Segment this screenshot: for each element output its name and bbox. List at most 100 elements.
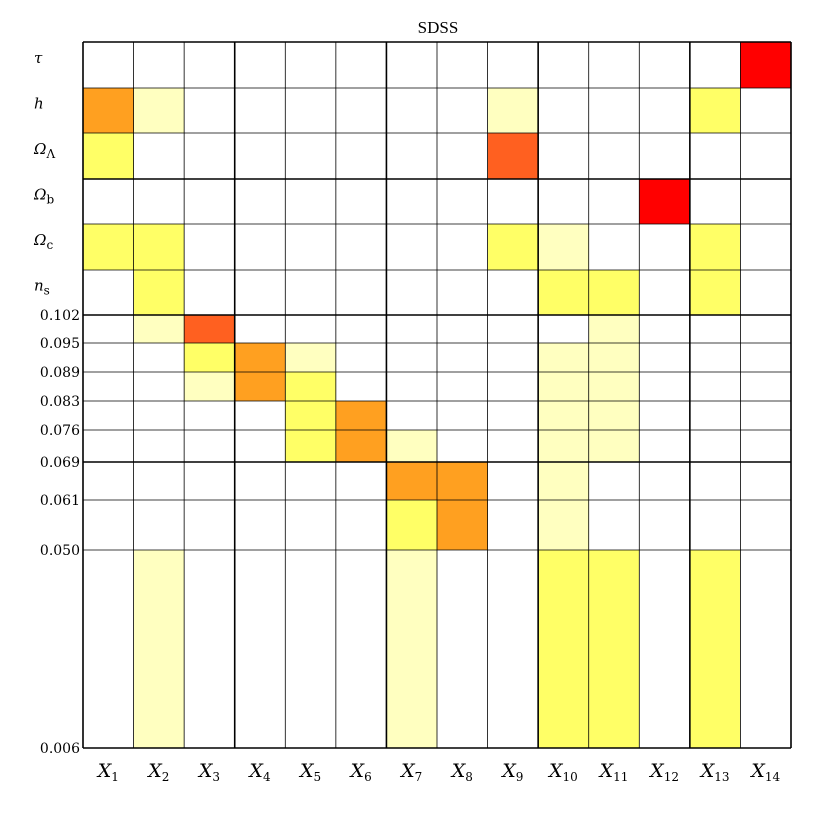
chart-title: SDSS	[418, 18, 459, 37]
heatmap-cell	[335, 401, 387, 430]
heatmap-cell	[487, 372, 539, 401]
heatmap-cell	[689, 343, 741, 372]
heatmap-cell	[184, 372, 235, 401]
heatmap-cell	[588, 179, 640, 224]
y-axis-tick-label: 0.089	[40, 365, 80, 381]
y-axis-tick-label: 0.102	[40, 308, 80, 324]
heatmap-cell	[689, 500, 741, 550]
heatmap-cell	[285, 372, 336, 401]
heatmap-cell	[234, 550, 286, 748]
heatmap-cell	[184, 550, 235, 748]
heatmap-cell	[184, 500, 235, 550]
heatmap-cell	[83, 430, 134, 462]
heatmap-cell	[689, 270, 741, 315]
heatmap-cell	[740, 430, 791, 462]
heatmap-cell	[386, 133, 437, 179]
heatmap-cell	[133, 133, 185, 179]
x-axis-tick-label: X13	[699, 760, 730, 784]
y-axis-labels: τ h ΩΛ Ωb Ωc ns 0.102 0.095 0.089 0.083 0.076 0.069…	[33, 49, 80, 757]
heatmap-cell	[740, 179, 791, 224]
heatmap-cell	[386, 179, 437, 224]
heatmap-cell	[740, 343, 791, 372]
heatmap-cell	[639, 401, 690, 430]
x-axis-tick-label: X8	[450, 760, 473, 784]
y-axis-tick-label: 0.095	[40, 336, 80, 352]
heatmap-cell	[184, 430, 235, 462]
heatmap-cell	[386, 42, 437, 88]
heatmap-cell	[285, 462, 336, 500]
y-axis-tick-label: 0.083	[40, 394, 80, 410]
heatmap-cell	[234, 315, 286, 343]
heatmap-cell	[689, 430, 741, 462]
heatmap-cell	[335, 500, 387, 550]
heatmap-cell	[184, 224, 235, 270]
heatmap-cell	[83, 401, 134, 430]
heatmap-cell	[740, 88, 791, 133]
heatmap-cell	[133, 42, 185, 88]
heatmap-cell	[386, 343, 437, 372]
heatmap-cell	[83, 270, 134, 315]
heatmap-cell	[538, 270, 589, 315]
heatmap-cell	[234, 372, 286, 401]
heatmap-cell	[184, 88, 235, 133]
heatmap-cell	[740, 133, 791, 179]
heatmap-cell	[184, 401, 235, 430]
heatmap-cell	[588, 42, 640, 88]
heatmap-cell	[83, 133, 134, 179]
heatmap-cell	[740, 401, 791, 430]
heatmap-cell	[639, 315, 690, 343]
x-axis-tick-label: X14	[749, 760, 780, 784]
heatmap-cell	[639, 430, 690, 462]
x-axis-labels: X1 X2 X3 X4 X5 X6 X7 X8 X9 X10 X11 X12 X13 X14	[96, 760, 781, 784]
x-axis-tick-label: X2	[146, 760, 169, 784]
heatmap-cell	[83, 42, 134, 88]
heatmap-cell	[639, 462, 690, 500]
heatmap-cell	[487, 42, 539, 88]
heatmap-cell	[538, 315, 589, 343]
heatmap-cell	[689, 550, 741, 748]
heatmap-cell	[133, 500, 185, 550]
heatmap-cell	[285, 42, 336, 88]
heatmap-cell	[234, 88, 286, 133]
heatmap-cell	[588, 462, 640, 500]
heatmap-cell	[639, 133, 690, 179]
y-axis-tick-label: 0.061	[40, 493, 80, 509]
heatmap-cell	[83, 500, 134, 550]
heatmap-cell	[83, 343, 134, 372]
heatmap-cell	[588, 430, 640, 462]
heatmap-cell	[538, 550, 589, 748]
heatmap-cell	[133, 550, 185, 748]
heatmap-cell	[487, 462, 539, 500]
heatmap-cell	[184, 42, 235, 88]
heatmap-cell	[335, 550, 387, 748]
heatmap-cell	[437, 430, 488, 462]
heatmap-cell	[133, 430, 185, 462]
heatmap-cell	[386, 550, 437, 748]
heatmap-cell	[133, 462, 185, 500]
heatmap-cell	[487, 430, 539, 462]
heatmap-cell	[285, 430, 336, 462]
heatmap-cell	[285, 500, 336, 550]
heatmap-cell	[689, 133, 741, 179]
heatmap-cell	[184, 343, 235, 372]
heatmap-cell	[740, 42, 791, 88]
heatmap-cell	[588, 401, 640, 430]
heatmap-cell	[487, 224, 539, 270]
heatmap-cell	[740, 224, 791, 270]
heatmap-cell	[689, 224, 741, 270]
heatmap-cell	[588, 372, 640, 401]
x-axis-tick-label: X11	[598, 760, 629, 784]
heatmap-cell	[639, 500, 690, 550]
heatmap-cell	[689, 462, 741, 500]
heatmap-cell	[588, 224, 640, 270]
y-axis-tick-label: 0.050	[40, 543, 80, 559]
heatmap-cell	[689, 315, 741, 343]
x-axis-tick-label: X6	[349, 760, 372, 784]
heatmap-cell	[437, 401, 488, 430]
heatmap-cell	[285, 179, 336, 224]
heatmap-cell	[740, 550, 791, 748]
heatmap-cell	[234, 133, 286, 179]
heatmap-cell	[639, 270, 690, 315]
x-axis-tick-label: X7	[399, 760, 422, 784]
heatmap-cell	[437, 270, 488, 315]
